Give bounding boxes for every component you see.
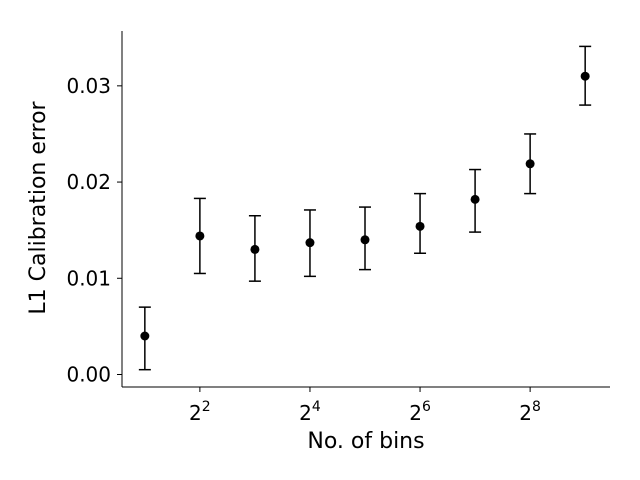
data-point — [470, 194, 480, 204]
y-tick-label: 0.00 — [66, 362, 111, 386]
x-tick-exponent: 8 — [532, 399, 541, 415]
y-tick-label: 0.02 — [66, 170, 111, 194]
x-tick-base: 2 — [299, 401, 312, 425]
x-tick-base: 2 — [409, 401, 422, 425]
x-tick-exponent: 6 — [422, 399, 431, 415]
x-axis-label: No. of bins — [307, 429, 424, 454]
x-tick-label: 26 — [409, 399, 431, 425]
data-point — [580, 71, 590, 81]
data-point — [195, 231, 205, 241]
y-tick-label: 0.01 — [66, 266, 111, 290]
x-tick-exponent: 4 — [312, 399, 321, 415]
error-bars — [138, 45, 592, 371]
y-ticks: 0.00 0.01 0.02 0.03 — [66, 74, 122, 386]
data-point — [305, 238, 315, 248]
data-point — [140, 331, 150, 341]
data-point — [250, 244, 260, 254]
x-tick-label: 22 — [189, 399, 211, 425]
axes-spines — [121, 31, 610, 388]
data-points — [140, 71, 590, 341]
x-tick-base: 2 — [189, 401, 202, 425]
x-tick-label: 28 — [519, 399, 541, 425]
data-point — [360, 235, 370, 245]
y-axis-label: L1 Calibration error — [26, 100, 51, 314]
x-ticks: 22 24 26 28 — [189, 387, 541, 425]
x-tick-exponent: 2 — [202, 399, 211, 415]
y-tick-label: 0.03 — [66, 74, 111, 98]
x-tick-label: 24 — [299, 399, 321, 425]
data-point — [415, 221, 425, 231]
data-point — [525, 159, 535, 169]
x-tick-base: 2 — [519, 401, 532, 425]
